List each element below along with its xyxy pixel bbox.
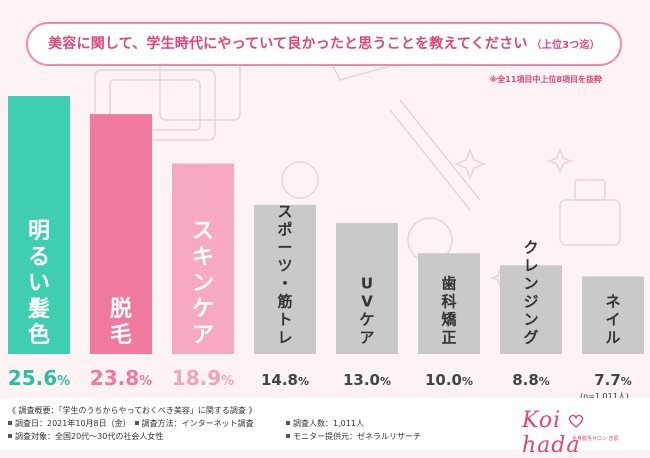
value-label-5: 13.0%: [343, 371, 391, 389]
survey-date: 調査日：2021年10月8日（金） 調査方法：インターネット調査: [8, 417, 256, 430]
title-main: 美容に関して、学生時代にやっていて良かったと思うことを教えてください: [48, 36, 528, 52]
category-label-7: クレンジング: [523, 239, 538, 347]
value-label-3: 18.9%: [172, 366, 234, 390]
bar-7: [500, 265, 562, 354]
survey-info-right: 調査人数：1,011人 モニター提供元：ゼネラルリサーチ: [286, 417, 421, 443]
survey-target: 調査対象：全国20代〜30代の社会人女性: [8, 430, 256, 443]
survey-footer: 《 調査概要：「学生のうちからやっておくべき美容」に関する調査 》 調査日：20…: [0, 398, 650, 450]
logo-tagline: 全身脱毛サロン 恋肌: [572, 436, 619, 442]
bar-5: [336, 222, 398, 354]
survey-info-left: 《 調査概要：「学生のうちからやっておくべき美容」に関する調査 》 調査日：20…: [8, 404, 256, 443]
survey-heading: 《 調査概要：「学生のうちからやっておくべき美容」に関する調査 》: [8, 406, 257, 415]
bar-4: [254, 204, 316, 354]
bar-2: [90, 114, 152, 354]
category-label-2: 脱毛: [110, 297, 132, 348]
bar-6: [418, 253, 480, 354]
bar-3: [172, 163, 234, 354]
category-label-1: 明るい髪色: [27, 219, 50, 348]
value-label-7: 8.8%: [512, 371, 550, 389]
survey-count: 調査人数：1,011人: [286, 417, 421, 430]
category-label-8: ネイル: [605, 293, 620, 347]
value-label-1: 25.6%: [8, 366, 70, 390]
value-label-2: 23.8%: [90, 366, 152, 390]
selection-note: ※全11項目中上位8項目を抜粋: [489, 75, 602, 84]
title-sub: （上位3つ迄）: [531, 40, 600, 51]
chart-title: 美容に関して、学生時代にやっていて良かったと思うことを教えてください （上位3つ迄…: [26, 22, 622, 66]
koihada-logo: Koihada 全身脱毛サロン 恋肌: [522, 408, 622, 458]
bar-1: [8, 96, 70, 354]
survey-provider: モニター提供元：ゼネラルリサーチ: [286, 430, 421, 443]
value-label-8: 7.7%: [594, 371, 632, 389]
heart-icon: [568, 414, 584, 428]
sample-size-note: (n=1,011人): [580, 392, 629, 401]
value-label-6: 10.0%: [425, 371, 473, 389]
category-label-6: 歯科矯正: [441, 275, 457, 347]
category-label-4: スポーツ・筋トレ: [276, 203, 292, 347]
value-label-4: 14.8%: [261, 371, 309, 389]
bar-8: [582, 276, 644, 354]
category-label-3: スキンケア: [192, 219, 214, 348]
category-label-5: U V ケア: [359, 275, 374, 347]
